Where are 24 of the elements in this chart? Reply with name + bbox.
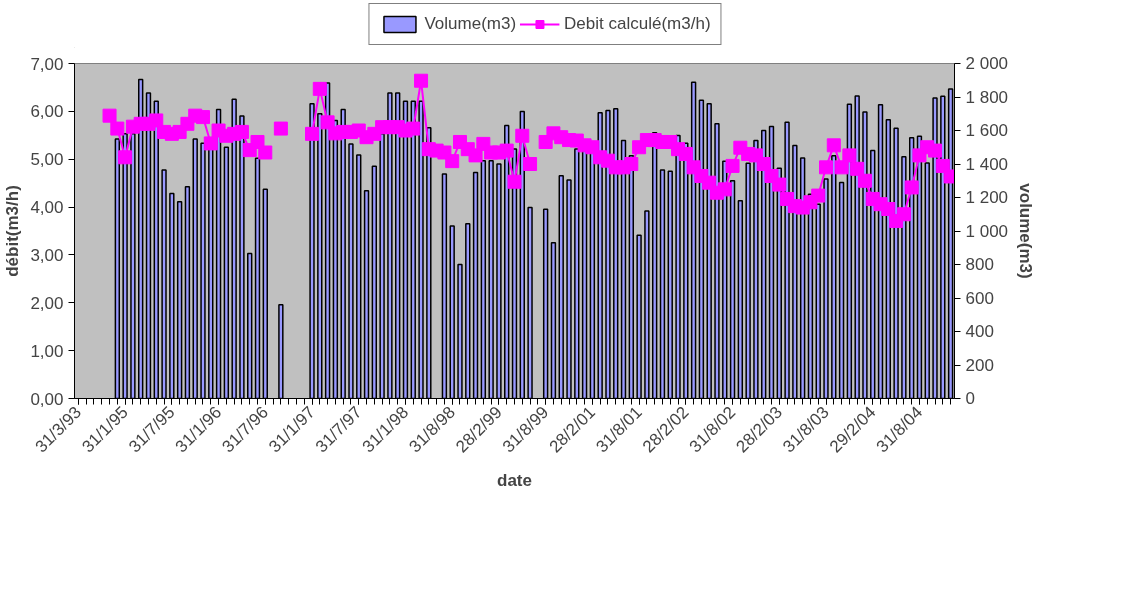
y2-tick-label: 1 000 [965,221,1009,241]
y-tick-label: 0,00 [30,389,64,409]
y-tick-label: 2,00 [30,293,64,313]
y2-tick-label: 200 [965,355,994,375]
y2-tick-label: 600 [965,288,994,308]
y2-tick-label: 400 [965,322,994,341]
y2-tick-label: 1 800 [965,87,1009,107]
y-axis-title: débit(m3/h) [3,185,23,277]
y-tick-label: 4,00 [30,198,64,218]
x-axis-title: date [497,471,532,491]
y2-tick-label: 0 [965,389,975,408]
y2-tick-label: 2 000 [965,54,1009,73]
y2-tick-label: 1 200 [965,188,1009,207]
y-tick-label: 5,00 [30,150,64,170]
legend-label: Debit calculé(m3/h) [564,14,711,34]
y-tick-label: 7,00 [30,54,64,74]
y-tick-label: 1,00 [30,341,64,361]
y2-tick-label: 1 600 [965,121,1009,140]
legend-label: Volume(m3) [424,14,517,34]
y-tick-label: 6,00 [30,102,64,122]
y2-axis-title: volume(m3) [1016,183,1036,279]
y2-tick-label: 800 [965,255,994,274]
y-tick-label: 3,00 [30,245,64,265]
y2-tick-label: 1 400 [965,154,1009,174]
